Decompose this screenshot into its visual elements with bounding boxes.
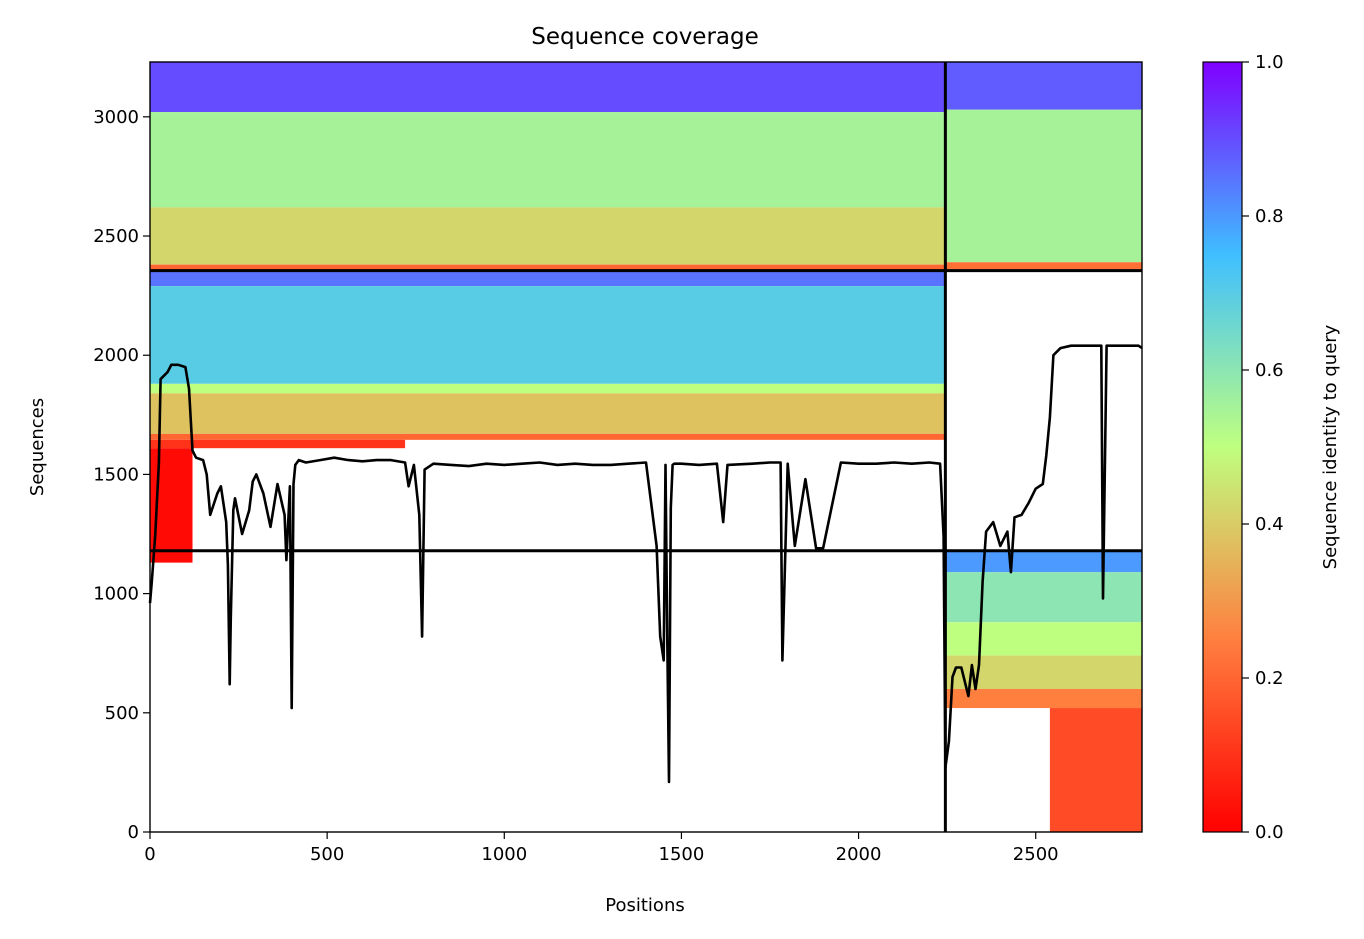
colorbar-tick-label: 0.4 (1255, 514, 1284, 535)
heatmap-band-10 (150, 393, 946, 434)
colorbar-tick-label: 0.2 (1255, 668, 1284, 689)
axes-frame (149, 61, 1143, 833)
coverage-line (148, 344, 1143, 784)
heatmap-band-6 (945, 262, 1142, 270)
x-tick-label: 1500 (659, 844, 705, 865)
x-axis-label: Positions (605, 895, 684, 916)
x-tick-label: 1000 (481, 844, 527, 865)
heatmap-band-19 (1049, 708, 1142, 832)
plot-area: 0 500 1000 1500 2000 2500 0 500 1000 1500 2000 2500… (93, 61, 1143, 865)
y-tick-label: 0 (128, 822, 139, 843)
y-tick-label: 1000 (93, 584, 139, 605)
x-tick-label: 2500 (1013, 844, 1059, 865)
heatmap-band-16 (945, 622, 1142, 656)
x-tick-label: 0 (144, 844, 155, 865)
heatmap-band-14 (945, 550, 1142, 573)
colorbar-tick-label: 0.6 (1255, 360, 1284, 381)
y-tick-label: 2000 (93, 345, 139, 366)
y-tick-label: 500 (105, 703, 139, 724)
heatmap-band-9 (150, 383, 946, 394)
colorbar-tick-label: 0.8 (1255, 206, 1284, 227)
heatmap-band-3 (150, 264, 946, 271)
colorbar-tick-label: 0.0 (1255, 822, 1284, 843)
heatmap-band-12 (150, 439, 406, 449)
colorbar: 0.0 0.2 0.4 0.6 0.8 1.0 Sequence identity to … (1202, 52, 1341, 843)
heatmap-band-1 (150, 112, 946, 208)
x-tick-label: 2000 (836, 844, 882, 865)
y-tick-label: 1500 (93, 464, 139, 485)
chart-title: Sequence coverage (531, 24, 759, 50)
colorbar-label: Sequence identity to query (1320, 324, 1341, 569)
heatmap-band-2 (150, 207, 946, 265)
x-tick-label: 500 (310, 844, 344, 865)
y-tick-label: 2500 (93, 226, 139, 247)
heatmap-band-8 (150, 286, 946, 384)
heatmap-band-0 (150, 62, 946, 113)
colorbar-tick-label: 1.0 (1255, 52, 1284, 73)
heatmap-band-4 (945, 62, 1142, 110)
y-tick-label: 3000 (93, 107, 139, 128)
heatmap-band-7 (150, 270, 946, 287)
heatmap-band-15 (945, 572, 1142, 623)
colorbar-gradient (1202, 61, 1243, 833)
y-axis-label: Sequences (27, 398, 48, 496)
heatmap-band-11 (150, 433, 946, 440)
colorbar-ticks: 0.0 0.2 0.4 0.6 0.8 1.0 (1242, 52, 1284, 843)
heatmap-band-18 (945, 688, 1142, 709)
heatmap-band-5 (945, 109, 1142, 263)
